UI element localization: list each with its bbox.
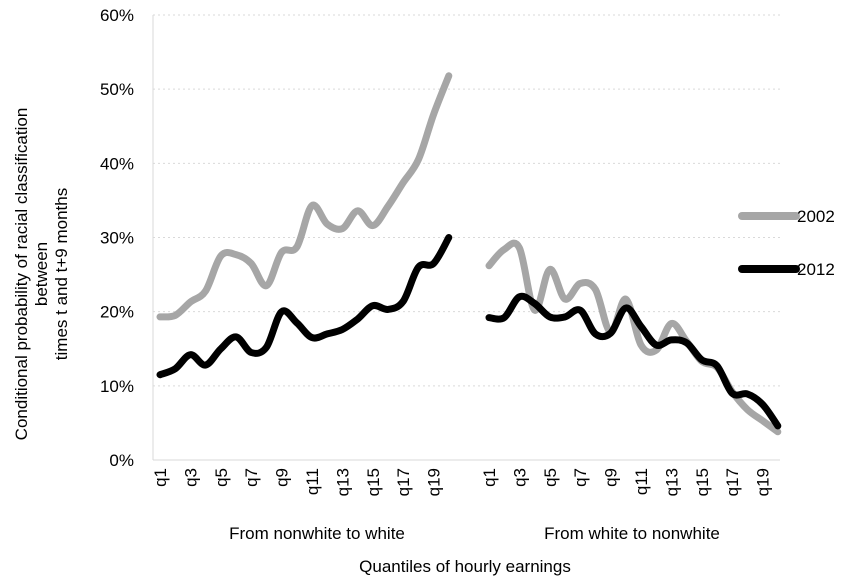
x-tick-label: q7 bbox=[571, 468, 590, 487]
legend-label-2002: 2002 bbox=[797, 207, 835, 226]
y-tick-label: 40% bbox=[100, 154, 134, 173]
x-tick-label: q5 bbox=[212, 468, 231, 487]
y-axis-title-line-3: times t and t+9 months bbox=[52, 188, 71, 360]
y-tick-label: 50% bbox=[100, 80, 134, 99]
y-axis-title-line-2: between bbox=[32, 242, 51, 306]
x-tick-label: q9 bbox=[602, 468, 621, 487]
x-tick-label: q15 bbox=[364, 468, 383, 496]
y-axis-title-line-1: Conditional probability of racial classi… bbox=[12, 108, 31, 441]
x-tick-label: q1 bbox=[480, 468, 499, 487]
x-tick-label: q13 bbox=[333, 468, 352, 496]
x-tick-label: q1 bbox=[151, 468, 170, 487]
y-tick-label: 60% bbox=[100, 6, 134, 25]
x-tick-label: q3 bbox=[510, 468, 529, 487]
x-tick-label: q11 bbox=[632, 468, 651, 495]
legend-label-2012: 2012 bbox=[797, 260, 835, 279]
x-tick-label: q9 bbox=[273, 468, 292, 487]
axes: 0% 10% 20% 30% 40% 50% 60% q1 q3 q5 q7 q9 q11 q13 q15 q… bbox=[100, 6, 780, 496]
x-tick-label: q19 bbox=[754, 468, 773, 496]
y-tick-label: 30% bbox=[100, 229, 134, 248]
legend: 2002 2012 bbox=[738, 207, 835, 279]
x-tick-label: q13 bbox=[662, 468, 681, 496]
x-tick-label: q19 bbox=[425, 468, 444, 496]
y-tick-label: 20% bbox=[100, 303, 134, 322]
x-tick-label: q17 bbox=[394, 468, 413, 496]
x-tick-label: q17 bbox=[723, 468, 742, 496]
x-axis-title: Quantiles of hourly earnings bbox=[359, 557, 571, 576]
x-tick-label: q5 bbox=[541, 468, 560, 487]
x-tick-label: q15 bbox=[693, 468, 712, 496]
series-line-2002-group-1 bbox=[156, 72, 453, 321]
series-line-2012-group-2 bbox=[485, 292, 782, 430]
x-tick-label: q11 bbox=[303, 468, 322, 495]
y-tick-label: 0% bbox=[109, 451, 134, 470]
series-line-2002-group-2 bbox=[485, 239, 782, 436]
series-line-2012-group-1 bbox=[156, 234, 453, 379]
x-tick-label: q7 bbox=[242, 468, 261, 487]
y-tick-label: 10% bbox=[100, 377, 134, 396]
labels: Quantiles of hourly earnings Conditional… bbox=[12, 108, 720, 576]
group-label-nonwhite-to-white: From nonwhite to white bbox=[229, 524, 405, 543]
x-tick-label: q3 bbox=[181, 468, 200, 487]
series bbox=[156, 72, 782, 436]
group-label-white-to-nonwhite: From white to nonwhite bbox=[544, 524, 720, 543]
gridlines bbox=[153, 14, 780, 387]
